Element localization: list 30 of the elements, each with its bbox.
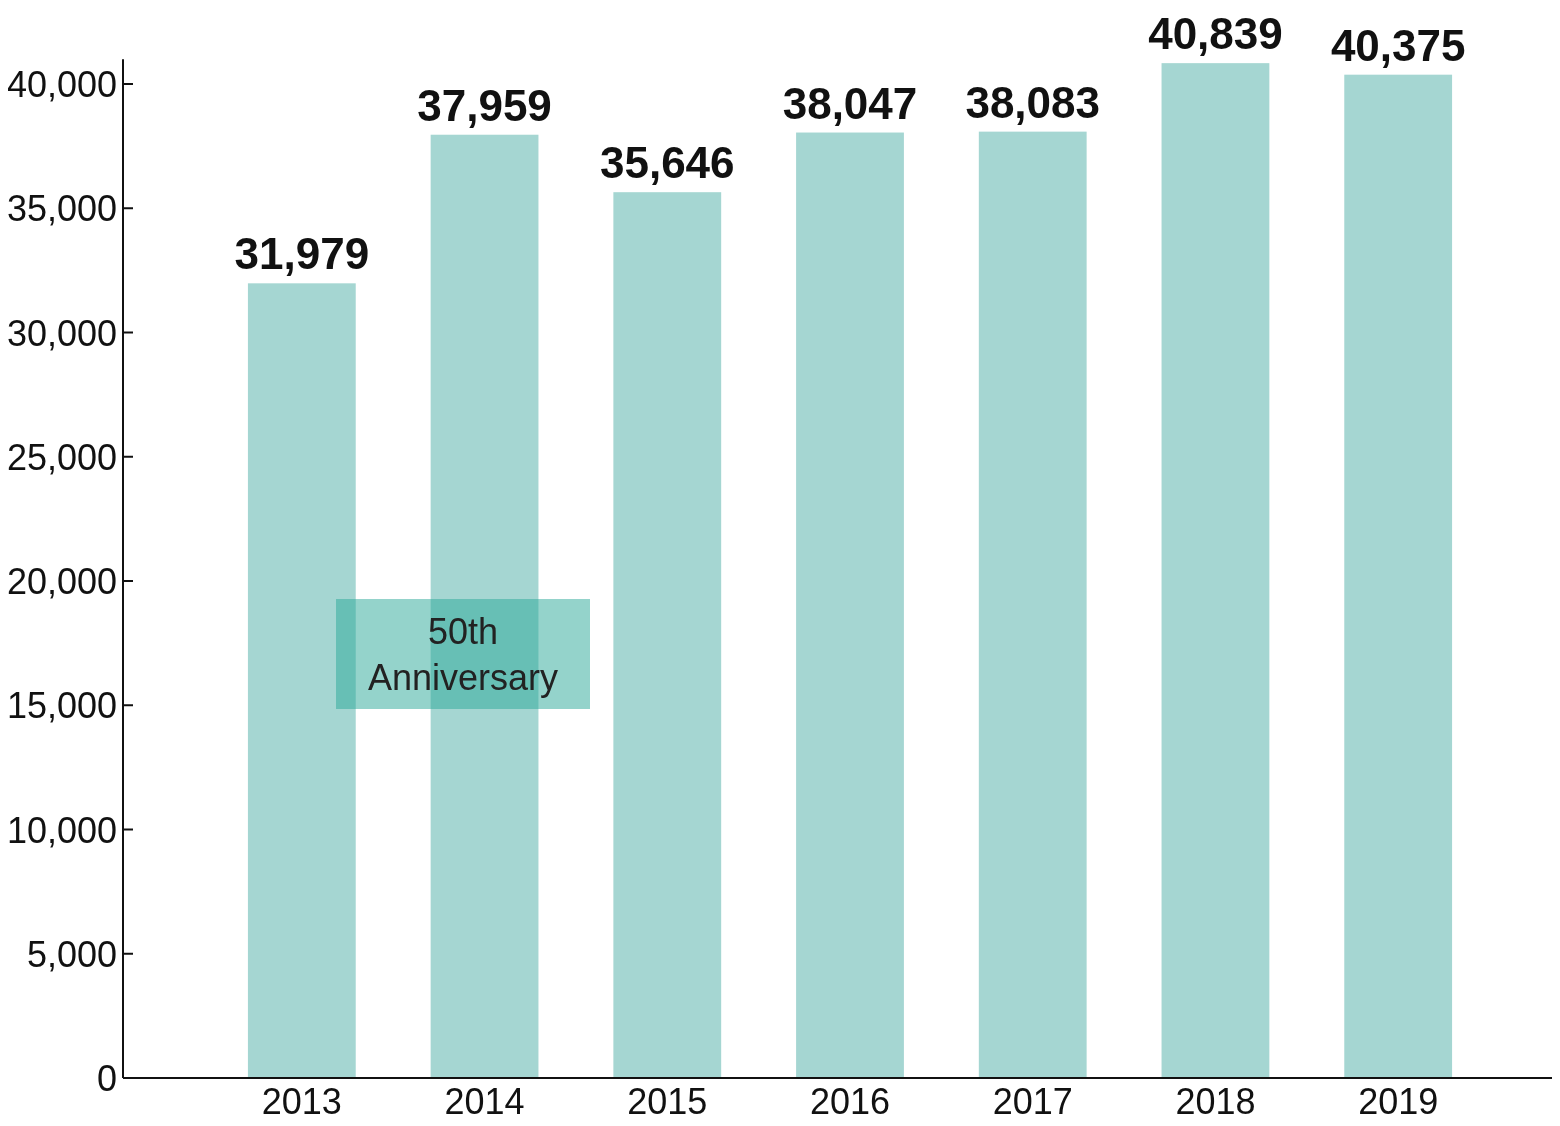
bar	[247, 283, 356, 1078]
x-tick-label: 2014	[444, 1081, 525, 1122]
y-tick-label: 35,000	[6, 188, 117, 230]
bar	[1344, 74, 1453, 1078]
bar	[613, 192, 722, 1078]
y-tick-label: 20,000	[6, 561, 117, 602]
data-label: 38,083	[965, 77, 1101, 127]
bar	[796, 132, 904, 1078]
x-tick-label: 2018	[1175, 1081, 1256, 1122]
bar	[978, 131, 1087, 1078]
data-label: 40,839	[1148, 9, 1283, 59]
y-tick-label: 40,000	[6, 64, 117, 105]
y-tick-label: 0	[96, 1058, 117, 1099]
x-tick-label: 2017	[992, 1081, 1073, 1122]
data-label: 37,959	[417, 80, 552, 130]
y-tick-label: 10,000	[6, 809, 117, 851]
x-tick-label: 2013	[261, 1081, 342, 1122]
x-tick-label: 2019	[1358, 1081, 1439, 1122]
y-tick-label: 30,000	[6, 312, 117, 354]
y-tick-label: 15,000	[6, 685, 117, 727]
annotation: 50th Anniversary	[367, 611, 559, 698]
data-label: 40,375	[1330, 20, 1466, 70]
x-tick-label: 2016	[809, 1081, 891, 1122]
y-tick-label: 5,000	[26, 933, 117, 975]
data-label: 31,979	[234, 229, 370, 279]
x-tick-label: 2015	[627, 1081, 708, 1122]
data-label: 35,646	[599, 138, 735, 188]
y-tick-label: 25,000	[6, 436, 117, 478]
bar	[1161, 63, 1270, 1078]
data-label: 38,047	[782, 78, 918, 128]
